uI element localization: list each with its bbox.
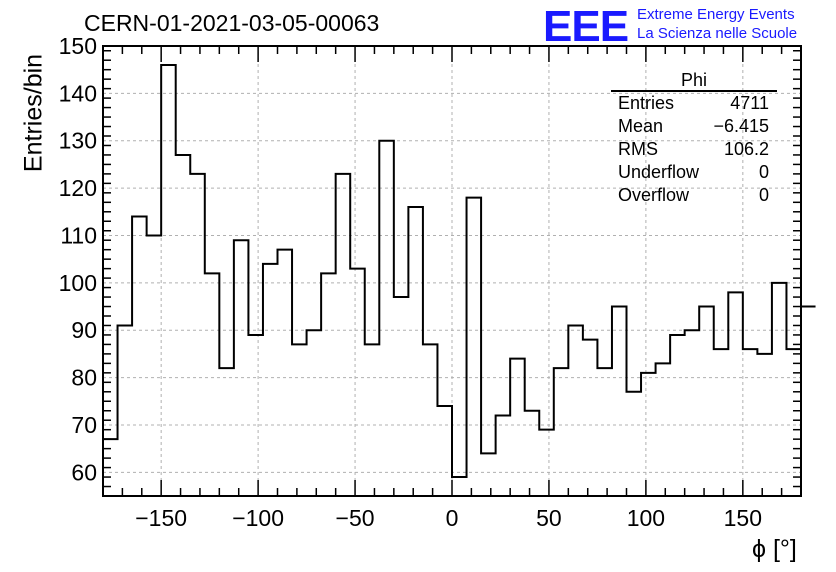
histogram-bin	[656, 363, 671, 496]
stats-label: Entries	[618, 93, 675, 113]
histogram-bin	[510, 359, 525, 496]
histogram-outline	[103, 63, 816, 479]
x-tick-label: −50	[336, 505, 375, 531]
histogram-bin	[408, 207, 423, 496]
y-tick-label: 90	[71, 317, 97, 343]
histogram-bin	[772, 283, 787, 496]
histogram-bin	[525, 411, 540, 496]
histogram-bin	[365, 344, 380, 496]
stats-value: 106.2	[723, 139, 769, 159]
stats-row-mean: Mean −6.415	[611, 115, 777, 138]
histogram-bin	[147, 235, 162, 496]
logo-line-2: La Scienza nelle Scuole	[637, 25, 798, 42]
y-tick-label: 100	[59, 270, 97, 296]
eee-logo: EEE	[543, 2, 629, 51]
histogram-bin	[539, 430, 554, 496]
stats-label: Mean	[618, 116, 664, 136]
y-tick-label: 120	[59, 175, 97, 201]
x-tick-label: 150	[724, 505, 762, 531]
stats-box: Phi Entries 4711 Mean −6.415 RMS 106.2 U…	[611, 70, 777, 207]
histogram-bin	[321, 273, 336, 496]
histogram-bin	[307, 330, 322, 496]
x-tick-label: 100	[627, 505, 665, 531]
histogram-bin	[743, 349, 758, 496]
y-tick-label: 80	[71, 365, 97, 391]
histogram-bin	[263, 264, 278, 496]
histogram-bin	[685, 330, 700, 496]
stats-label: Underflow	[618, 162, 700, 182]
histogram-bin	[641, 373, 656, 496]
histogram-bin	[452, 477, 467, 496]
histogram-bin	[423, 344, 438, 496]
logo-line-1: Extreme Energy Events	[637, 6, 795, 23]
histogram-bin	[219, 368, 234, 496]
y-tick-label: 110	[60, 222, 97, 248]
histogram-bin	[205, 273, 220, 496]
stats-value: 4711	[730, 93, 769, 113]
x-axis-label: ϕ [°]	[752, 535, 797, 563]
histogram-bin	[437, 406, 452, 496]
histogram-bin	[496, 415, 511, 496]
stats-row-entries: Entries 4711	[611, 92, 777, 115]
histogram-bin	[234, 240, 249, 496]
y-axis-label: Entries/bin	[19, 53, 48, 173]
histogram-bin	[714, 349, 729, 496]
y-tick-label: 60	[71, 459, 97, 485]
histogram-bin	[627, 392, 642, 496]
histogram-bin	[554, 368, 569, 496]
histogram-bin	[699, 307, 714, 496]
stats-row-underflow: Underflow 0	[611, 161, 777, 184]
x-tick-label: 0	[446, 505, 459, 531]
histogram-bin	[481, 453, 496, 496]
stats-title: Phi	[611, 70, 777, 92]
histogram-bin	[190, 174, 205, 496]
histogram-bin	[336, 174, 351, 496]
histogram-bin	[467, 198, 482, 496]
stats-value: 0	[758, 162, 769, 182]
stats-label: RMS	[618, 139, 658, 159]
histogram-bin	[118, 325, 133, 496]
histogram-bin	[568, 325, 583, 496]
y-tick-label: 130	[59, 128, 97, 154]
stats-row-rms: RMS 106.2	[611, 138, 777, 161]
stats-value: −6.415	[713, 116, 769, 136]
stats-label: Overflow	[618, 185, 690, 205]
histogram-bin	[379, 141, 394, 496]
histogram-bin	[801, 307, 816, 496]
y-tick-label: 150	[59, 33, 97, 59]
histogram-bin	[597, 368, 612, 496]
histogram-bin	[612, 307, 627, 496]
histogram-bin	[350, 269, 365, 496]
x-tick-label: −100	[232, 505, 284, 531]
stats-row-overflow: Overflow 0	[611, 184, 777, 207]
histogram-bin	[132, 217, 147, 496]
x-tick-label: −150	[135, 505, 187, 531]
y-tick-label: 70	[71, 412, 97, 438]
histogram-bin	[728, 292, 743, 496]
y-tick-label: 140	[59, 80, 97, 106]
histogram-bin	[161, 65, 176, 496]
histogram-bin	[278, 250, 293, 496]
run-title: CERN-01-2021-03-05-00063	[84, 10, 380, 36]
histogram-bin	[292, 344, 307, 496]
stats-value: 0	[758, 185, 769, 205]
histogram-bin	[176, 155, 191, 496]
x-tick-label: 50	[536, 505, 562, 531]
histogram-bin	[394, 297, 409, 496]
histogram-bin	[786, 349, 801, 496]
histogram-bin	[670, 335, 685, 496]
